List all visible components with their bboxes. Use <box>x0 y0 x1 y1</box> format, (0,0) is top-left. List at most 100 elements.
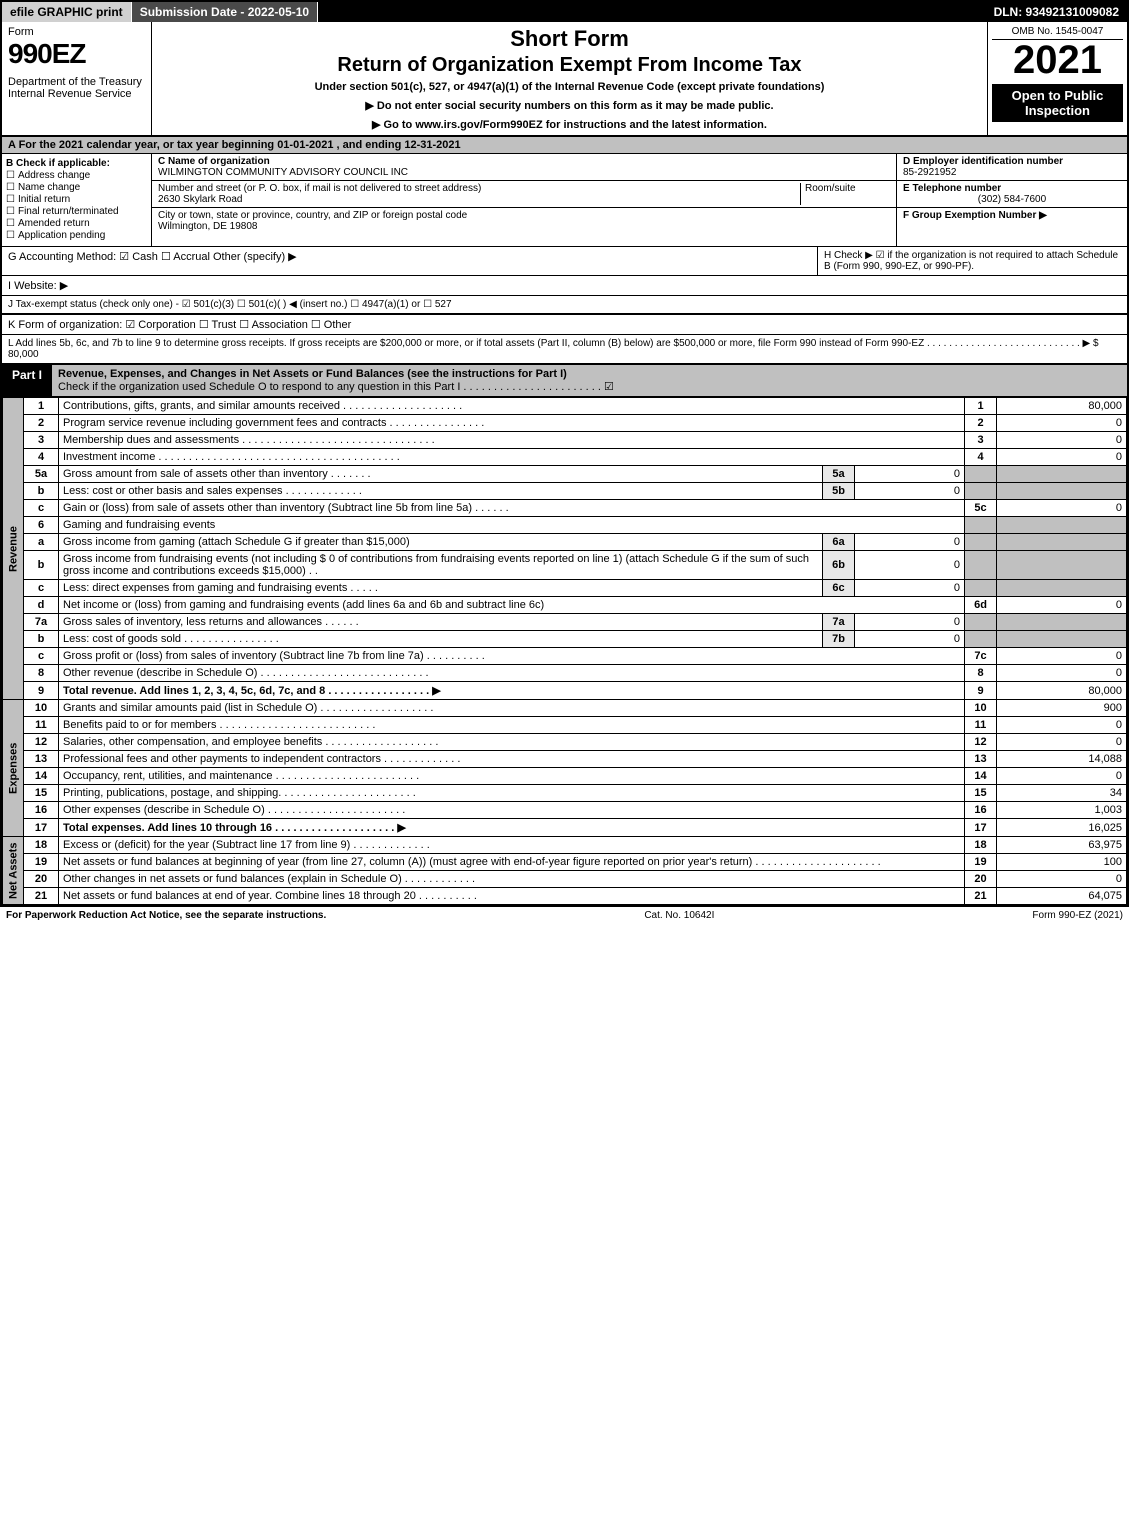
f-group-label: F Group Exemption Number ▶ <box>903 210 1047 221</box>
line-14-desc: Occupancy, rent, utilities, and maintena… <box>59 768 965 785</box>
chk-name-change[interactable]: Name change <box>6 182 147 193</box>
title-return: Return of Organization Exempt From Incom… <box>156 54 983 77</box>
line-7b-sv: 0 <box>855 631 965 648</box>
chk-pending[interactable]: Application pending <box>6 230 147 241</box>
chk-final-return[interactable]: Final return/terminated <box>6 206 147 217</box>
header-middle: Short Form Return of Organization Exempt… <box>152 22 987 135</box>
room-label: Room/suite <box>805 183 856 194</box>
line-14-num: 14 <box>965 768 997 785</box>
line-6d-num: 6d <box>965 597 997 614</box>
dln-number: DLN: 93492131009082 <box>986 2 1127 22</box>
line-21-num: 21 <box>965 888 997 905</box>
department: Department of the Treasury Internal Reve… <box>8 76 145 100</box>
line-6c-sn: 6c <box>823 580 855 597</box>
netassets-label: Net Assets <box>3 837 24 905</box>
line-2-val: 0 <box>997 415 1127 432</box>
chk-amended[interactable]: Amended return <box>6 218 147 229</box>
line-11-val: 0 <box>997 717 1127 734</box>
note-url: ▶ Go to www.irs.gov/Form990EZ for instru… <box>156 118 983 131</box>
footer-left: For Paperwork Reduction Act Notice, see … <box>6 910 326 921</box>
line-4-num: 4 <box>965 449 997 466</box>
inspection-label: Open to Public Inspection <box>992 84 1123 122</box>
line-4-desc: Investment income . . . . . . . . . . . … <box>59 449 965 466</box>
form-number: 990EZ <box>8 38 145 70</box>
line-19-num: 19 <box>965 854 997 871</box>
line-i: I Website: ▶ <box>2 276 1127 296</box>
line-11-desc: Benefits paid to or for members . . . . … <box>59 717 965 734</box>
line-21-val: 64,075 <box>997 888 1127 905</box>
line-10-val: 900 <box>997 700 1127 717</box>
line-4-val: 0 <box>997 449 1127 466</box>
part-1-header: Part I Revenue, Expenses, and Changes in… <box>2 365 1127 397</box>
line-10-desc: Grants and similar amounts paid (list in… <box>59 700 965 717</box>
column-d-e-f: D Employer identification number 85-2921… <box>897 154 1127 246</box>
line-a: A For the 2021 calendar year, or tax yea… <box>2 137 1127 154</box>
spacer <box>318 2 985 22</box>
org-city: Wilmington, DE 19808 <box>158 221 258 232</box>
line-2-desc: Program service revenue including govern… <box>59 415 965 432</box>
line-6b-sv: 0 <box>855 551 965 580</box>
line-20-val: 0 <box>997 871 1127 888</box>
line-j: J Tax-exempt status (check only one) - ☑… <box>2 296 1127 315</box>
line-1-desc: Contributions, gifts, grants, and simila… <box>59 398 965 415</box>
line-12-desc: Salaries, other compensation, and employ… <box>59 734 965 751</box>
part-1-title-text: Revenue, Expenses, and Changes in Net As… <box>58 368 567 380</box>
chk-address-change[interactable]: Address change <box>6 170 147 181</box>
c-name-label: C Name of organization <box>158 156 270 167</box>
part-1-check: Check if the organization used Schedule … <box>58 381 614 393</box>
line-3-desc: Membership dues and assessments . . . . … <box>59 432 965 449</box>
line-13-val: 14,088 <box>997 751 1127 768</box>
line-h: H Check ▶ ☑ if the organization is not r… <box>817 247 1127 275</box>
line-14-val: 0 <box>997 768 1127 785</box>
column-c: C Name of organization WILMINGTON COMMUN… <box>152 154 897 246</box>
line-8-val: 0 <box>997 665 1127 682</box>
line-13-num: 13 <box>965 751 997 768</box>
line-12-num: 12 <box>965 734 997 751</box>
column-b: B Check if applicable: Address change Na… <box>2 154 152 246</box>
org-address: 2630 Skylark Road <box>158 194 243 205</box>
line-g: G Accounting Method: ☑ Cash ☐ Accrual Ot… <box>2 247 817 275</box>
line-20-desc: Other changes in net assets or fund bala… <box>59 871 965 888</box>
header-right: OMB No. 1545-0047 2021 Open to Public In… <box>987 22 1127 135</box>
d-ein-label: D Employer identification number <box>903 156 1063 167</box>
line-16-desc: Other expenses (describe in Schedule O) … <box>59 802 965 819</box>
line-3-val: 0 <box>997 432 1127 449</box>
line-7c-desc: Gross profit or (loss) from sales of inv… <box>59 648 965 665</box>
line-7a-sv: 0 <box>855 614 965 631</box>
line-6a-sv: 0 <box>855 534 965 551</box>
line-6c-desc: Less: direct expenses from gaming and fu… <box>59 580 823 597</box>
submission-date: Submission Date - 2022-05-10 <box>132 2 318 22</box>
c-addr-label: Number and street (or P. O. box, if mail… <box>158 183 481 194</box>
line-6a-sn: 6a <box>823 534 855 551</box>
line-16-num: 16 <box>965 802 997 819</box>
line-7b-sn: 7b <box>823 631 855 648</box>
org-name: WILMINGTON COMMUNITY ADVISORY COUNCIL IN… <box>158 167 408 178</box>
e-phone-label: E Telephone number <box>903 183 1001 194</box>
line-19-desc: Net assets or fund balances at beginning… <box>59 854 965 871</box>
b-title: B Check if applicable: <box>6 158 147 169</box>
line-9-val: 80,000 <box>997 682 1127 700</box>
line-20-num: 20 <box>965 871 997 888</box>
page-footer: For Paperwork Reduction Act Notice, see … <box>0 907 1129 924</box>
line-5c-desc: Gain or (loss) from sale of assets other… <box>59 500 965 517</box>
line-15-val: 34 <box>997 785 1127 802</box>
section-b-through-f: B Check if applicable: Address change Na… <box>2 154 1127 247</box>
line-5b-sv: 0 <box>855 483 965 500</box>
line-5a-sv: 0 <box>855 466 965 483</box>
line-7a-sn: 7a <box>823 614 855 631</box>
phone-value: (302) 584-7600 <box>903 194 1121 205</box>
c-city-label: City or town, state or province, country… <box>158 210 467 221</box>
line-6b-desc: Gross income from fundraising events (no… <box>59 551 823 580</box>
line-15-num: 15 <box>965 785 997 802</box>
chk-initial-return[interactable]: Initial return <box>6 194 147 205</box>
line-18-num: 18 <box>965 837 997 854</box>
line-18-desc: Excess or (deficit) for the year (Subtra… <box>59 837 965 854</box>
form-990ez: efile GRAPHIC print Submission Date - 20… <box>0 0 1129 907</box>
line-19-val: 100 <box>997 854 1127 871</box>
line-17-num: 17 <box>965 819 997 837</box>
header-left: Form 990EZ Department of the Treasury In… <box>2 22 152 135</box>
line-l: L Add lines 5b, 6c, and 7b to line 9 to … <box>2 335 1127 365</box>
line-3-num: 3 <box>965 432 997 449</box>
line-5b-sn: 5b <box>823 483 855 500</box>
form-header: Form 990EZ Department of the Treasury In… <box>2 22 1127 137</box>
